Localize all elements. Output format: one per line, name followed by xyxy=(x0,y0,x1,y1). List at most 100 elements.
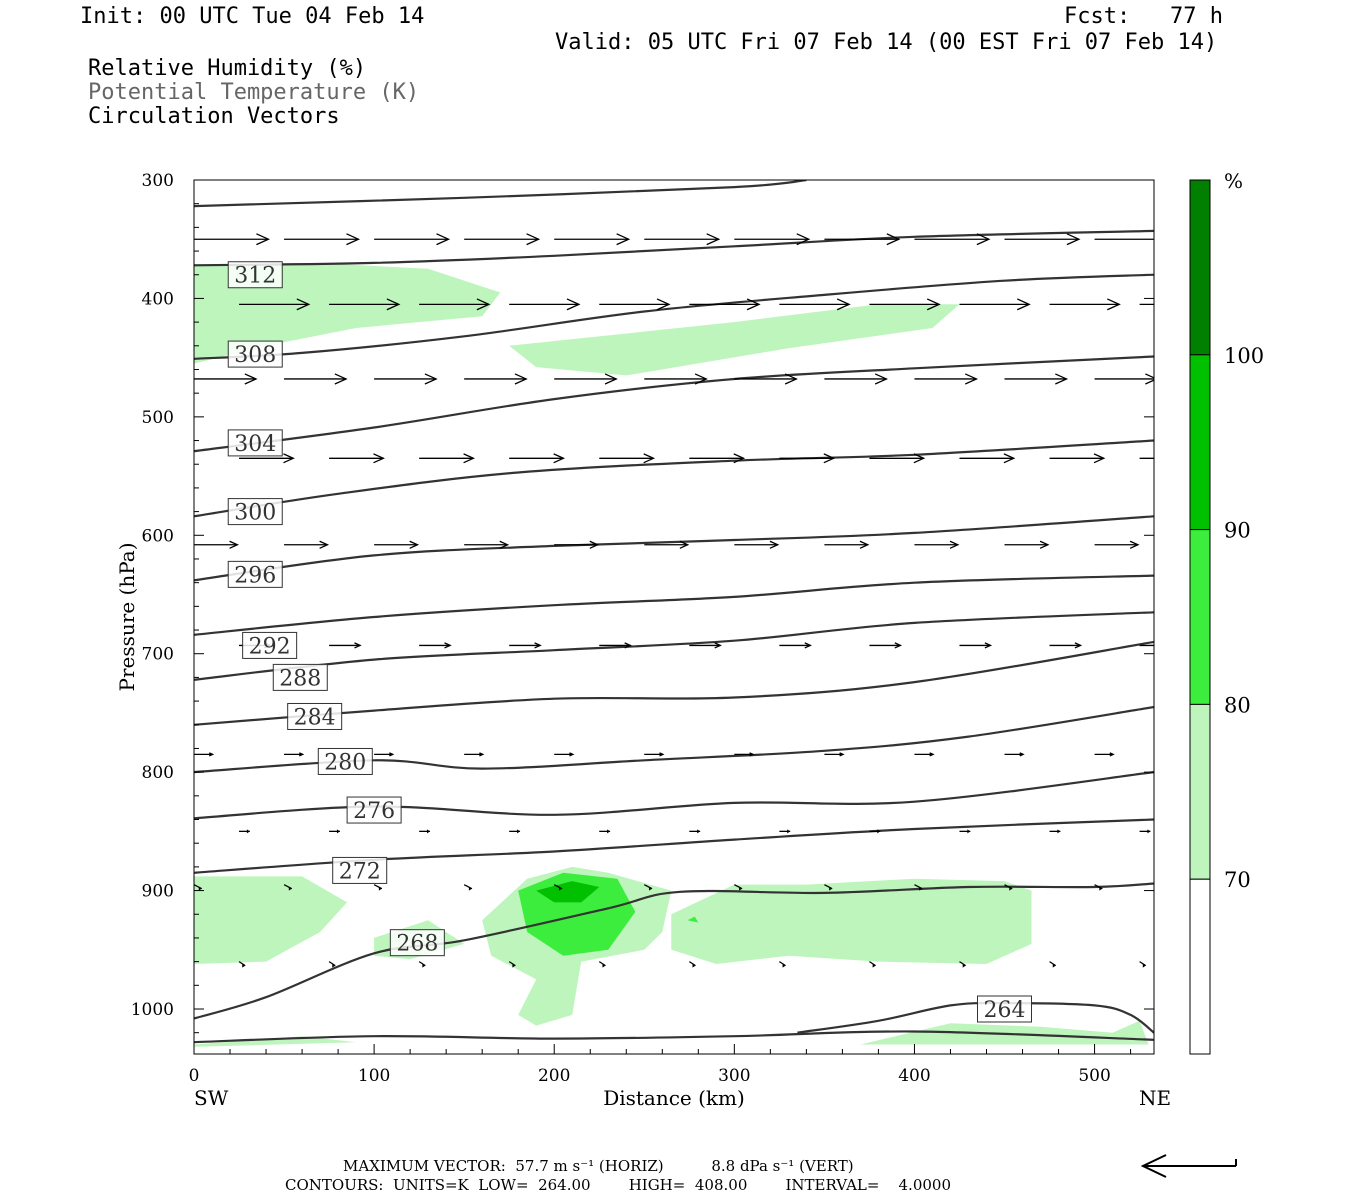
contour-label-layer: 312 308 304 300 296 292 288 284 280 276 272 268 264 xyxy=(227,261,1033,1023)
vector-arrow xyxy=(463,884,473,891)
contour-label-284: 284 xyxy=(287,702,343,730)
x-tick-label: 0 xyxy=(189,1066,200,1086)
colorbar-unit: % xyxy=(1224,169,1243,193)
vector-arrow xyxy=(959,961,967,968)
vector-arrow xyxy=(688,961,696,968)
vector-arrow xyxy=(464,373,528,385)
vector-arrow xyxy=(734,540,780,549)
vector-arrow xyxy=(914,884,923,891)
vector-arrow xyxy=(238,961,246,968)
contour-label-312: 312 xyxy=(227,261,283,289)
vector-arrow xyxy=(329,298,401,311)
svg-text:280: 280 xyxy=(324,750,366,775)
x-end-label-ne: NE xyxy=(1139,1086,1171,1110)
vector-arrow xyxy=(598,961,606,968)
rh-region-70-2 xyxy=(194,876,348,964)
vector-arrow xyxy=(734,752,755,757)
vector-arrow xyxy=(1004,373,1069,385)
vector-arrow xyxy=(734,233,811,246)
theta-contour-296 xyxy=(194,515,1154,582)
vector-arrow xyxy=(509,829,521,834)
vector-arrow xyxy=(194,373,258,385)
vector-arrow xyxy=(1049,829,1061,834)
vector-arrow xyxy=(959,298,1031,311)
vector-arrow xyxy=(914,233,991,246)
vector-arrow xyxy=(464,233,541,246)
x-tick-label: 300 xyxy=(718,1066,750,1086)
svg-text:284: 284 xyxy=(294,705,336,730)
vector-arrow xyxy=(553,884,563,891)
vector-arrow xyxy=(373,884,383,891)
colorbar-label: 100 xyxy=(1224,344,1264,368)
vector-arrow xyxy=(1004,233,1081,246)
contour-label-280: 280 xyxy=(317,747,373,775)
vector-arrow xyxy=(689,298,761,311)
vector-arrow xyxy=(194,752,215,757)
rh-region-90-9 xyxy=(536,881,600,903)
vector-arrow xyxy=(418,961,426,968)
vector-arrow xyxy=(1049,961,1057,968)
svg-text:268: 268 xyxy=(396,932,438,957)
colorbar-segment xyxy=(1189,354,1211,531)
vector-arrow xyxy=(689,642,722,649)
vector-arrow xyxy=(644,540,690,549)
vector-arrow xyxy=(509,298,581,311)
init-label: Init: 00 UTC Tue 04 Feb 14 xyxy=(80,4,425,29)
vector-arrow xyxy=(643,884,653,891)
vector-arrow xyxy=(869,642,903,649)
x-end-label-sw: SW xyxy=(194,1086,229,1110)
vector-arrow xyxy=(1094,373,1154,385)
vector-arrow xyxy=(1139,303,1154,305)
colorbar-segment xyxy=(1189,878,1211,1055)
vector-arrow xyxy=(509,453,566,464)
contour-label-268: 268 xyxy=(389,929,445,957)
vector-arrow xyxy=(959,829,971,834)
vector-arrow xyxy=(464,540,510,549)
contour-label-264: 264 xyxy=(977,995,1033,1023)
theta-contour-layer xyxy=(194,180,1154,1044)
colorbar-segment xyxy=(1189,703,1211,880)
vector-arrow xyxy=(329,829,340,834)
y-tick-label: 300 xyxy=(142,171,174,191)
vector-arrow xyxy=(824,540,870,549)
svg-text:288: 288 xyxy=(279,666,321,691)
colorbar-label: 90 xyxy=(1224,519,1251,543)
svg-text:292: 292 xyxy=(249,634,291,659)
contour-label-296: 296 xyxy=(227,560,283,588)
svg-text:276: 276 xyxy=(353,799,395,824)
vector-arrow xyxy=(599,642,632,649)
vector-arrow xyxy=(554,373,618,385)
theta-contour-276 xyxy=(194,771,1154,820)
vector-arrow xyxy=(419,453,475,464)
x-tick-label: 400 xyxy=(898,1066,930,1086)
vector-arrow xyxy=(734,373,798,385)
vector-arrow xyxy=(419,829,430,834)
vector-arrow xyxy=(284,540,330,549)
contour-label-288: 288 xyxy=(272,663,328,691)
vector-arrow xyxy=(734,884,743,891)
contour-info-label: CONTOURS: UNITS=K LOW= 264.00 HIGH= 408.… xyxy=(285,1176,951,1194)
vector-arrow xyxy=(374,540,420,549)
rh-region-70-1 xyxy=(509,304,960,376)
vector-arrow xyxy=(869,829,881,834)
valid-time-label: Valid: 05 UTC Fri 07 Feb 14 (00 EST Fri … xyxy=(555,30,1218,55)
y-tick-label: 600 xyxy=(142,526,174,546)
vector-arrow xyxy=(914,373,979,385)
vector-arrow xyxy=(283,884,293,891)
vector-arrow xyxy=(824,884,833,891)
vector-arrow xyxy=(689,829,701,834)
y-tick-label: 1000 xyxy=(131,1000,174,1020)
vector-arrow xyxy=(644,752,665,757)
vector-layer xyxy=(194,233,1154,968)
vector-arrow xyxy=(329,453,385,464)
vector-arrow xyxy=(824,752,845,757)
vector-arrow xyxy=(1004,540,1050,549)
vector-arrow xyxy=(599,453,656,464)
vector-arrow xyxy=(1094,884,1103,891)
vector-arrow xyxy=(1094,238,1154,240)
contour-label-300: 300 xyxy=(227,498,283,526)
rh-region-70-0 xyxy=(194,264,501,364)
vector-arrow xyxy=(1049,453,1106,464)
svg-text:304: 304 xyxy=(234,432,276,457)
